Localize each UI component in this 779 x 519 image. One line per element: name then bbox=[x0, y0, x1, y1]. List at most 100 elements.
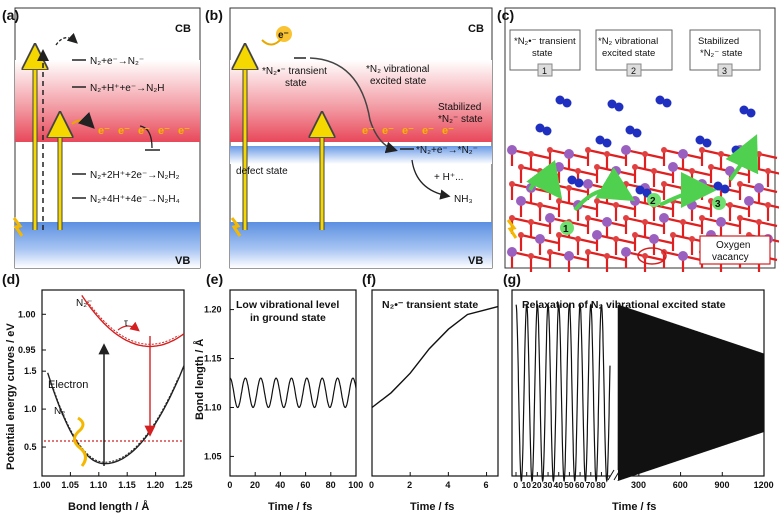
plot-g-line-early bbox=[515, 303, 611, 483]
conduction-band-b bbox=[230, 60, 492, 142]
panel-a: (a) CB VB e⁻ e⁻ e⁻ e⁻ e⁻ N₂+e⁻→N₂⁻ N₂+H⁺… bbox=[2, 7, 201, 269]
plot-d-frame bbox=[41, 289, 185, 477]
lattice-bond bbox=[767, 203, 779, 209]
lattice-atom bbox=[642, 219, 648, 225]
lightning-icon bbox=[12, 217, 24, 237]
valence-band bbox=[15, 222, 200, 268]
vacancy-label: vacancy bbox=[712, 252, 749, 263]
lattice-atom bbox=[602, 217, 612, 227]
lattice-atom bbox=[756, 219, 762, 225]
lattice-bond bbox=[606, 254, 626, 262]
step-3: 3 bbox=[715, 199, 721, 210]
plot-e-ytick-label: 1.05 bbox=[204, 451, 222, 461]
lattice-atom bbox=[537, 202, 543, 208]
lattice-atom bbox=[727, 202, 733, 208]
lattice-bond bbox=[729, 203, 749, 211]
lattice-bond bbox=[530, 220, 550, 228]
lattice-atom bbox=[630, 196, 640, 206]
valence-band-b bbox=[230, 222, 492, 268]
plot-d-xtick-label: 1.25 bbox=[175, 480, 193, 490]
transient-label: *N₂•⁻ transient bbox=[262, 66, 327, 77]
n2-atom bbox=[655, 95, 665, 105]
lattice-atom bbox=[585, 147, 591, 153]
lattice-bond bbox=[606, 152, 626, 160]
lightning-icon-b bbox=[230, 217, 242, 237]
lattice-atom bbox=[583, 179, 593, 189]
lattice-atom bbox=[678, 251, 688, 261]
plot-e-xtick-label: 80 bbox=[326, 480, 336, 490]
panel-c: (c) *N₂•⁻ transient state *N₂ vibrationa… bbox=[497, 7, 779, 272]
lattice-atom bbox=[765, 168, 771, 174]
n2-atom bbox=[607, 99, 617, 109]
lattice-bond bbox=[539, 203, 559, 211]
electron-ball-label: e⁻ bbox=[278, 30, 289, 41]
plot-d-ylabel: Potential energy curves / eV bbox=[5, 323, 17, 470]
plot-e-ytick-label: 1.20 bbox=[204, 305, 222, 315]
plot-g-xtick-label: 80 bbox=[596, 480, 606, 490]
eq-b: *N₂+e⁻→*N₂⁻ bbox=[416, 145, 478, 156]
stabilized-label-2: *N₂⁻ state bbox=[438, 114, 483, 125]
n2-atom bbox=[535, 123, 545, 133]
n2-atom bbox=[739, 105, 749, 115]
lattice-bond bbox=[739, 216, 759, 224]
plot-e-xtick-label: 20 bbox=[250, 480, 260, 490]
panel-g: (g) Relaxation of N₂ vibrational excited… bbox=[503, 271, 774, 513]
step-2: 2 bbox=[650, 196, 656, 207]
n2-atom bbox=[632, 128, 642, 138]
n2-atom bbox=[720, 184, 730, 194]
lattice-bond bbox=[568, 220, 588, 228]
lattice-atom bbox=[594, 164, 600, 170]
state-box-2-label: *N₂ vibrational bbox=[598, 36, 658, 47]
plot-e-ylabel: Bond length / Å bbox=[193, 339, 206, 420]
lattice-atom bbox=[564, 251, 574, 261]
lattice-atom bbox=[509, 181, 515, 187]
pointer-1-label: 1 bbox=[542, 66, 547, 76]
lattice-bond bbox=[511, 216, 531, 224]
lattice-bond bbox=[577, 237, 597, 245]
plot-f-xtick-label: 4 bbox=[445, 480, 450, 490]
lattice-bond bbox=[644, 220, 664, 228]
lattice-bond bbox=[530, 152, 550, 160]
n2-anion-inner-curve bbox=[87, 301, 179, 345]
plot-g-xtick-label: 30 bbox=[543, 480, 553, 490]
plot-g-ticks: 0 10 20 30 40 50 60 70 80 300 600 900 1200 bbox=[513, 472, 774, 490]
plot-f-xtick-label: 2 bbox=[407, 480, 412, 490]
state-box-3-label: Stabilized bbox=[698, 36, 739, 47]
lattice-bond bbox=[634, 165, 654, 173]
lattice-atom bbox=[754, 183, 764, 193]
lattice-bond bbox=[558, 233, 578, 241]
lattice-atom bbox=[507, 247, 517, 257]
plot-f-title: N₂•⁻ transient state bbox=[382, 299, 478, 311]
state-box-1-label-2: state bbox=[532, 48, 553, 59]
curved-dashed-arrow bbox=[55, 32, 78, 46]
lattice-atom bbox=[623, 215, 629, 221]
plot-e-xtick-label: 40 bbox=[275, 480, 285, 490]
plot-e-ytick-label: 1.10 bbox=[204, 402, 222, 412]
plot-g-xtick-label: 900 bbox=[714, 480, 729, 490]
step-markers: 1 2 3 bbox=[560, 193, 726, 235]
lattice-atom bbox=[680, 185, 686, 191]
defect-label: defect state bbox=[236, 166, 288, 177]
electron-b-5: e⁻ bbox=[442, 125, 454, 137]
lattice-bond bbox=[663, 182, 683, 190]
oxygen-label: Oxygen bbox=[716, 240, 750, 251]
lattice-atom bbox=[642, 253, 648, 259]
panel-d-tag: (d) bbox=[2, 271, 20, 287]
lattice-atom bbox=[621, 145, 631, 155]
lattice-atom bbox=[718, 151, 724, 157]
lattice-bond bbox=[682, 220, 702, 228]
pointer-3-label: 3 bbox=[722, 66, 727, 76]
lattice-atom bbox=[585, 215, 591, 221]
vb-label-b: VB bbox=[468, 255, 483, 267]
plot-f-ticks: 0 2 4 6 bbox=[369, 472, 489, 490]
lattice-atom bbox=[697, 179, 707, 189]
lattice-atom bbox=[699, 147, 705, 153]
plot-e-xtick-label: 100 bbox=[348, 480, 363, 490]
lattice-bond bbox=[758, 220, 778, 228]
lattice-atom bbox=[699, 215, 705, 221]
n2-atom bbox=[595, 135, 605, 145]
plot-d-xlabel: Bond length / Å bbox=[68, 500, 149, 513]
lattice-atom bbox=[528, 151, 534, 157]
lattice-atom bbox=[585, 249, 591, 255]
lattice-atom bbox=[670, 232, 676, 238]
